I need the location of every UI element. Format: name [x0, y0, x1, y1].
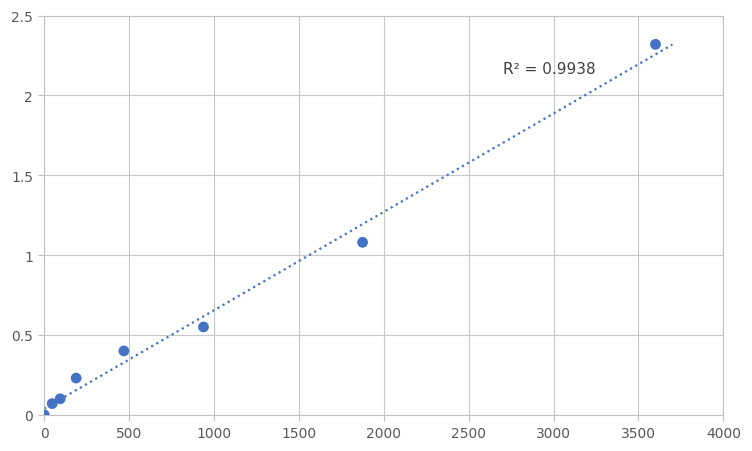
Point: [70, 375, 82, 382]
Text: R² = 0.9938: R² = 0.9938: [502, 62, 596, 77]
Point: [650, 41, 662, 49]
Point: [118, 348, 130, 355]
Point: [198, 324, 210, 331]
Point: [38, 411, 50, 419]
Point: [356, 239, 368, 246]
Point: [46, 400, 58, 407]
Point: [54, 396, 66, 403]
